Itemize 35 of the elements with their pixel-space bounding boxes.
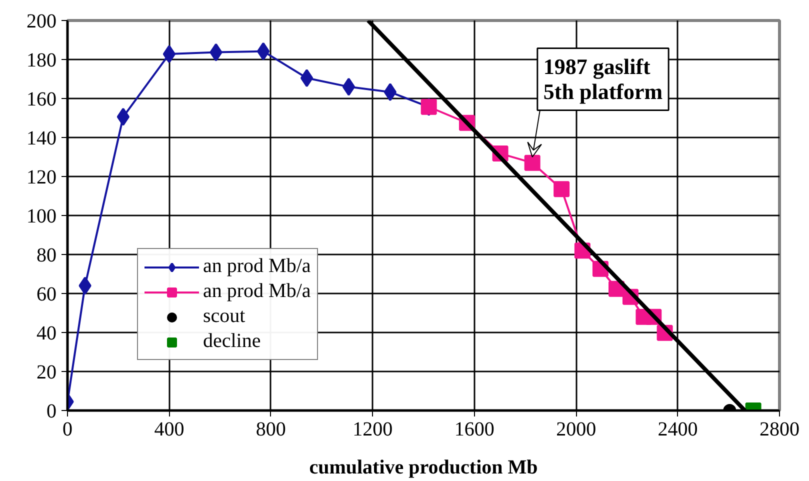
point	[300, 69, 314, 88]
y-tick-label: 60	[36, 284, 56, 306]
x-tick-label: 1600	[454, 418, 494, 440]
point	[384, 83, 397, 102]
x-tick-label: 800	[256, 418, 286, 440]
point	[256, 42, 270, 60]
y-tick-label: 140	[26, 128, 56, 150]
annotation: 1987 gaslift 5th platform	[543, 54, 663, 104]
y-tick-label: 40	[36, 322, 56, 344]
x-tick-label: 1200	[352, 418, 393, 440]
point	[78, 276, 92, 295]
point	[554, 181, 570, 198]
y-tick-label: 200	[26, 10, 56, 32]
x-tick-label: 2800	[760, 418, 800, 440]
legend-label: an prod Mb/a	[203, 255, 311, 278]
x-tick-label: 400	[154, 418, 184, 440]
y-tick-label: 160	[26, 88, 56, 110]
point	[116, 108, 130, 126]
y-tick-label: 80	[36, 244, 56, 266]
legend-label: scout	[203, 305, 246, 328]
x-tick-label: 0	[62, 418, 72, 440]
x-tick-label: 2400	[658, 418, 698, 440]
point	[162, 45, 176, 64]
y-tick-label: 20	[36, 362, 56, 384]
y-tick-label: 120	[26, 166, 56, 188]
legend-label: decline	[203, 330, 261, 353]
y-tick-label: 0	[46, 400, 56, 422]
y-tick-label: 100	[26, 206, 56, 228]
point	[342, 78, 356, 96]
legend-label: an prod Mb/a	[203, 280, 311, 303]
x-axis-title: cumulative production Mb	[309, 456, 538, 478]
x-tick-label: 2000	[556, 418, 596, 440]
point	[210, 43, 222, 62]
point	[524, 154, 540, 171]
y-tick-label: 180	[26, 50, 56, 72]
